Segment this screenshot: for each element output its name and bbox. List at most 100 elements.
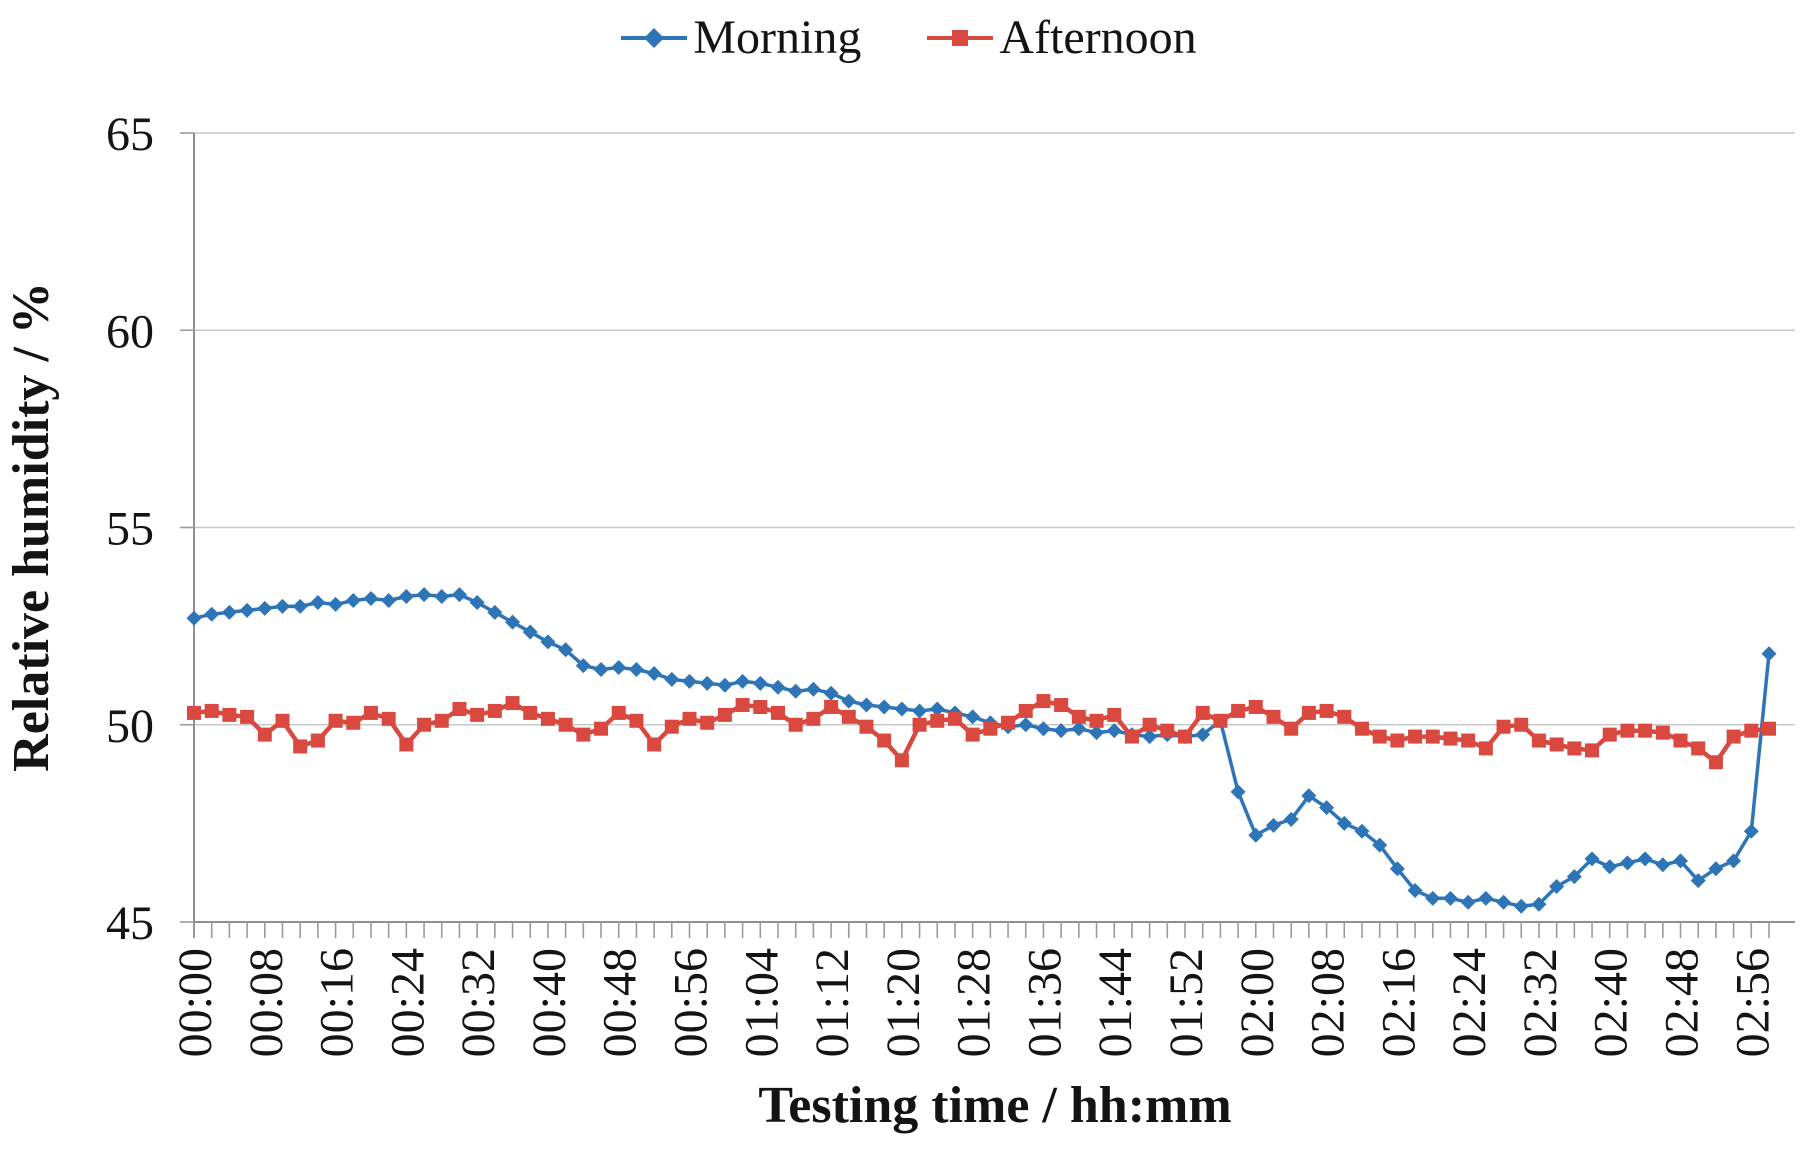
data-point-morning [1708,861,1724,877]
data-point-morning [381,592,397,608]
data-point-morning [274,598,290,614]
data-point-morning [1478,890,1494,906]
x-tick-label: 00:32 [452,948,505,1057]
data-point-morning [1460,894,1476,910]
data-point-afternoon [1708,755,1723,770]
data-point-morning [628,662,644,678]
data-point-morning [1602,859,1618,875]
data-point-morning [1053,723,1069,739]
data-point-afternoon [1408,729,1423,744]
data-point-morning [1018,717,1034,733]
y-tick-label: 65 [106,108,154,161]
data-point-afternoon [629,713,644,728]
data-point-morning [398,589,414,605]
data-point-afternoon [770,705,785,720]
data-point-afternoon [912,717,927,732]
data-point-afternoon [1585,743,1600,758]
x-tick-label: 00:00 [169,948,222,1057]
data-point-afternoon [363,705,378,720]
data-point-afternoon [222,707,237,722]
x-tick-label: 00:40 [523,948,576,1057]
data-point-afternoon [1142,717,1157,732]
data-point-afternoon [1390,733,1405,748]
data-point-morning [717,677,733,693]
data-point-afternoon [1478,741,1493,756]
data-point-morning [1407,882,1423,898]
data-point-afternoon [434,713,449,728]
data-point-morning [1549,878,1565,894]
data-point-morning [1531,896,1547,912]
data-series [186,587,1777,914]
data-point-afternoon [1443,731,1458,746]
data-point-afternoon [753,699,768,714]
data-point-morning [469,594,485,610]
data-point-afternoon [1354,721,1369,736]
data-point-afternoon [1301,705,1316,720]
data-point-afternoon [1071,709,1086,724]
data-point-afternoon [346,715,361,730]
legend-label-afternoon: Afternoon [999,11,1197,64]
data-point-afternoon [1514,717,1529,732]
data-point-morning [1336,815,1352,831]
x-axis-ticks [193,922,1770,938]
data-point-morning [1743,823,1759,839]
data-point-afternoon [452,701,467,716]
data-point-afternoon [824,699,839,714]
data-point-morning [328,596,344,612]
x-tick-label: 01:44 [1089,948,1142,1057]
data-point-morning [1655,857,1671,873]
data-point-afternoon [1231,703,1246,718]
data-point-afternoon [1107,707,1122,722]
data-point-morning [1195,727,1211,743]
data-point-afternoon [1001,715,1016,730]
data-point-morning [1761,646,1777,662]
data-point-afternoon [735,698,750,713]
x-tick-label: 00:48 [594,948,647,1057]
data-point-afternoon [1195,705,1210,720]
data-point-morning [1283,811,1299,827]
data-point-afternoon [1036,694,1051,709]
data-point-afternoon [700,715,715,730]
data-point-afternoon [257,727,272,742]
data-point-morning [1142,729,1158,745]
data-point-afternoon [1531,733,1546,748]
data-point-afternoon [594,721,609,736]
data-point-morning [257,600,273,616]
data-point-afternoon [859,719,874,734]
data-point-morning [505,614,521,630]
data-point-morning [770,679,786,695]
data-point-afternoon [1496,719,1511,734]
data-point-afternoon [1213,713,1228,728]
data-point-afternoon [983,721,998,736]
data-point-morning [1496,894,1512,910]
data-point-morning [1619,855,1635,871]
data-point-afternoon [505,696,520,711]
data-point-morning [416,587,432,603]
data-point-morning [345,592,361,608]
data-point-afternoon [1461,733,1476,748]
data-point-afternoon [1018,703,1033,718]
data-point-afternoon [947,711,962,726]
data-point-afternoon [1602,727,1617,742]
data-point-afternoon [682,711,697,726]
data-point-afternoon [894,753,909,768]
data-point-morning [1513,898,1529,914]
x-tick-label: 02:40 [1585,948,1638,1057]
data-point-morning [912,703,928,719]
data-point-afternoon [664,719,679,734]
data-point-morning [788,683,804,699]
data-point-morning [646,665,662,681]
chart-legend: Morning Afternoon [0,14,1816,62]
data-point-afternoon [930,713,945,728]
data-point-morning [682,673,698,689]
data-point-afternoon [576,727,591,742]
data-point-afternoon [1089,713,1104,728]
data-point-afternoon [328,713,343,728]
data-point-morning [292,598,308,614]
data-point-morning [1354,823,1370,839]
x-axis-title: Testing time / hh:mm [758,1077,1231,1134]
data-point-morning [823,685,839,701]
data-point-afternoon [1425,729,1440,744]
